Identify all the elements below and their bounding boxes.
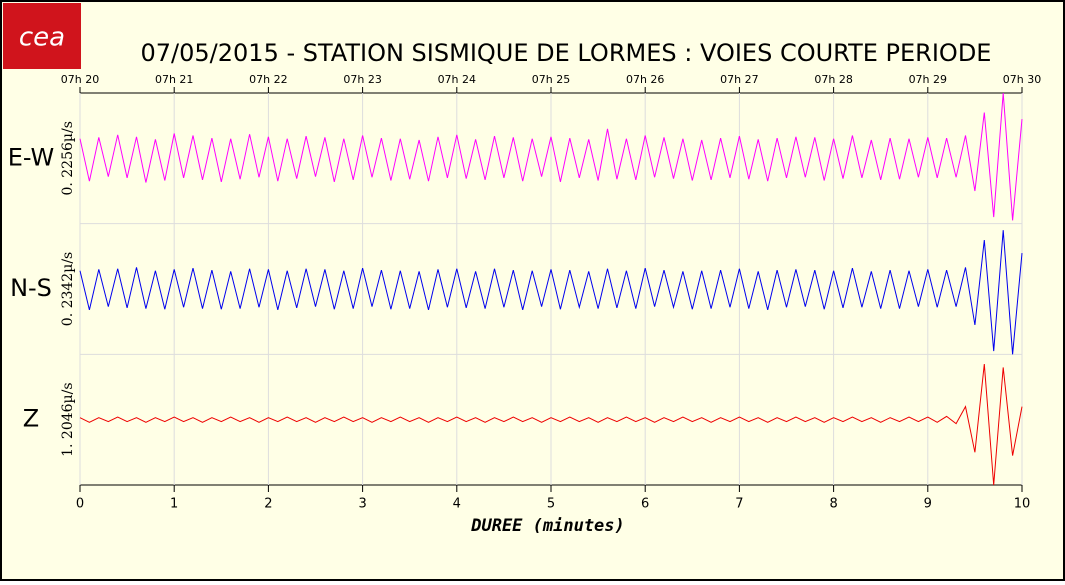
series-name: N-S [10, 274, 52, 302]
x-tick-label: 1 [170, 497, 178, 512]
top-tick-label: 07h 24 [438, 73, 476, 86]
scale-label: 0. 2256µ/s [60, 121, 76, 195]
top-tick-label: 07h 30 [1003, 73, 1041, 86]
x-tick-label: 3 [358, 497, 366, 512]
logo-box [3, 3, 81, 69]
series-name: E-W [8, 143, 55, 171]
x-tick-label: 4 [453, 497, 461, 512]
top-tick-label: 07h 22 [249, 73, 287, 86]
top-tick-label: 07h 26 [626, 73, 664, 86]
scale-label: 0. 2342µ/s [60, 252, 76, 326]
top-tick-label: 07h 29 [909, 73, 947, 86]
x-tick-label: 6 [641, 497, 649, 512]
trace [79, 92, 1023, 221]
trace [79, 364, 1023, 486]
top-tick-label: 07h 21 [155, 73, 193, 86]
top-tick-label: 07h 27 [720, 73, 758, 86]
x-tick-label: 9 [924, 497, 932, 512]
series-name: Z [23, 405, 39, 433]
top-tick-label: 07h 23 [343, 73, 381, 86]
x-tick-label: 8 [829, 497, 837, 512]
x-axis-label: DUREE (minutes) [470, 516, 625, 536]
top-tick-label: 07h 28 [814, 73, 852, 86]
x-tick-label: 10 [1014, 497, 1031, 512]
x-tick-label: 0 [76, 497, 84, 512]
chart-title: 07/05/2015 - STATION SISMIQUE DE LORMES … [141, 39, 992, 67]
scale-label: 1. 2046µ/s [60, 382, 76, 456]
x-tick-label: 7 [735, 497, 743, 512]
top-tick-label: 07h 20 [61, 73, 99, 86]
logo: cea [19, 23, 65, 53]
x-tick-label: 5 [547, 497, 555, 512]
trace [79, 230, 1023, 355]
top-tick-label: 07h 25 [532, 73, 570, 86]
x-tick-label: 2 [264, 497, 272, 512]
